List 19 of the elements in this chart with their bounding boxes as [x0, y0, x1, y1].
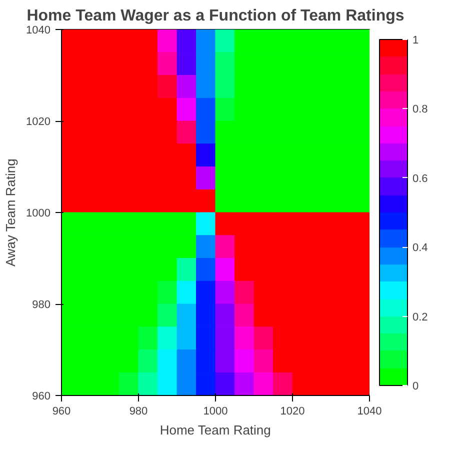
- x-tick-label: 980: [129, 406, 148, 418]
- color-bar-label: 1: [412, 34, 419, 46]
- color-bar-label: 0.2: [412, 311, 428, 324]
- x-tick-label: 1020: [280, 406, 305, 418]
- y-axis-title: Away Team Rating: [3, 158, 18, 267]
- y-tick-label: 1020: [26, 116, 51, 128]
- x-tick-label: 960: [52, 406, 71, 418]
- y-tick-label: 1040: [26, 24, 51, 36]
- y-tick-label: 960: [32, 390, 51, 402]
- chart-title: Home Team Wager as a Function of Team Ratings: [26, 8, 404, 24]
- color-bar-label: 0: [412, 380, 419, 392]
- color-bar-label: 0.8: [412, 104, 428, 116]
- x-tick-label: 1040: [357, 406, 382, 418]
- x-tick-label: 1000: [203, 406, 228, 418]
- color-bar-label: 0.6: [412, 172, 428, 185]
- y-tick-label: 980: [32, 299, 51, 311]
- y-tick-label: 1000: [26, 208, 51, 220]
- color-bar-label: 0.4: [412, 242, 428, 254]
- x-axis-title: Home Team Rating: [160, 422, 271, 438]
